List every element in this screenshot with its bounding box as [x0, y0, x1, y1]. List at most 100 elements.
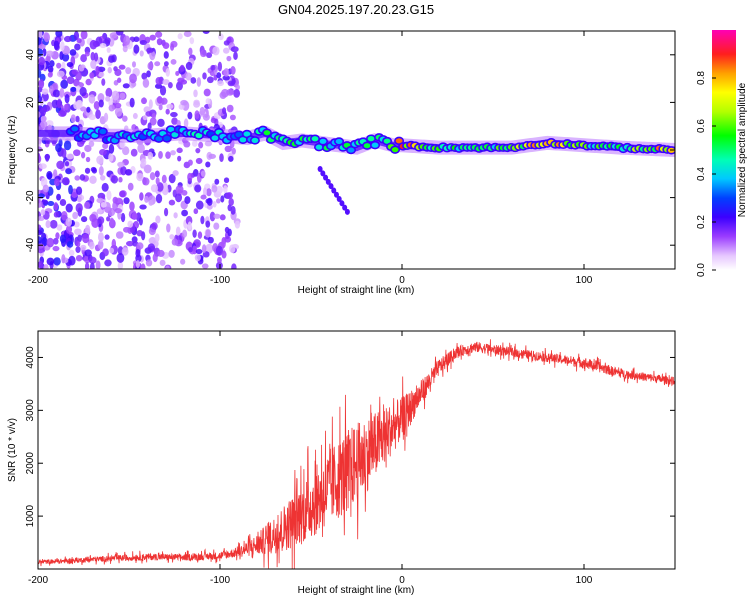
heatmap-cell	[66, 240, 74, 248]
heatmap-cell	[165, 68, 170, 77]
heatmap-cell	[147, 243, 156, 252]
heatmap-cell	[52, 237, 59, 245]
heatmap-cell	[85, 224, 91, 235]
heatmap-cell	[135, 254, 142, 263]
heatmap-cell	[63, 35, 72, 43]
heatmap-cell	[225, 192, 233, 200]
heatmap-cell	[41, 88, 49, 95]
heatmap-cell	[209, 211, 216, 222]
heatmap-cell	[175, 226, 181, 236]
heatmap-cell	[47, 200, 55, 207]
heatmap-cell	[45, 153, 50, 162]
heatmap-cell	[155, 76, 163, 85]
heatmap-cell	[180, 79, 188, 85]
heatmap-cell	[344, 208, 350, 215]
snr-y-ticks: 1000 2000 3000 4000	[25, 346, 675, 527]
heatmap-cell	[41, 199, 49, 205]
heatmap-cell	[98, 165, 104, 176]
heatmap-cell	[166, 223, 171, 233]
heatmap-cell	[165, 108, 170, 115]
heatmap-cell	[187, 159, 193, 166]
heatmap-cell	[179, 64, 185, 72]
heatmap-cell	[168, 199, 176, 206]
heatmap-cell	[371, 142, 379, 148]
colorbar-tick-label: 0.4	[696, 167, 707, 181]
heatmap-cell	[233, 88, 241, 98]
heatmap-cell	[110, 175, 119, 184]
heatmap-cell	[223, 40, 230, 46]
heatmap-cell	[47, 65, 54, 73]
heatmap-cell	[56, 160, 65, 170]
heatmap-cell	[95, 260, 101, 269]
heatmap-cell	[118, 176, 123, 183]
heatmap-cell	[104, 37, 111, 44]
heatmap-cell	[118, 190, 126, 198]
colorbar: 0.0 0.2 0.4 0.6 0.8 Normalized spectral ampl…	[696, 30, 748, 277]
heatmap-cell	[49, 219, 58, 229]
heatmap-cell	[173, 212, 178, 219]
heatmap-cell	[151, 112, 157, 120]
heatmap-cell	[133, 36, 140, 43]
heatmap-cell	[40, 209, 46, 216]
heatmap-cell	[123, 35, 131, 46]
heatmap-cell	[102, 142, 109, 150]
heatmap-cell	[79, 174, 86, 181]
heatmap-cell	[105, 95, 111, 102]
heatmap-cell	[84, 262, 90, 269]
heatmap-cell	[53, 169, 58, 178]
snr-frame	[37, 330, 676, 570]
heatmap-cell	[52, 245, 60, 252]
heatmap-cell	[180, 258, 186, 265]
heatmap-cell	[97, 216, 105, 225]
heatmap-cell	[97, 92, 105, 103]
heatmap-cell	[114, 208, 123, 214]
heatmap-cell	[122, 115, 128, 122]
heatmap-cell	[251, 137, 259, 143]
heatmap-cell	[148, 200, 154, 206]
snr-y-tick-label: 1000	[25, 505, 36, 528]
heatmap-cell	[145, 111, 153, 117]
heatmap-cell	[159, 259, 166, 266]
heatmap-cell	[234, 220, 241, 229]
heatmap-cell	[80, 216, 88, 223]
heatmap-cell	[200, 170, 206, 177]
heatmap-cell	[183, 31, 192, 38]
heatmap-cell	[175, 185, 184, 194]
heatmap-cell	[52, 89, 61, 98]
heatmap-cell	[89, 262, 95, 269]
heatmap-cell	[127, 220, 134, 228]
heatmap-cell	[61, 210, 68, 221]
heatmap-cell	[175, 81, 183, 91]
heatmap-cell	[138, 217, 143, 226]
heatmap-cell	[75, 186, 83, 195]
heatmap-cell	[169, 234, 175, 240]
colorbar-tick-label: 0.0	[696, 263, 707, 277]
heatmap-cell	[328, 183, 334, 190]
heatmap-cell	[205, 220, 211, 228]
heatmap-cell	[168, 173, 176, 184]
heatmap-cell	[45, 120, 54, 127]
heatmap-cell	[202, 113, 210, 121]
heatmap-cell	[88, 256, 97, 264]
heatmap-cell	[215, 245, 223, 256]
heatmap-cell	[99, 128, 107, 135]
heatmap-cell	[120, 166, 127, 176]
heatmap-cell	[188, 246, 193, 253]
heatmap-cell	[203, 88, 211, 97]
heatmap-cell	[38, 215, 45, 222]
heatmap-cell	[79, 86, 87, 97]
heatmap-cell	[228, 155, 234, 162]
heatmap-cell	[93, 100, 100, 110]
heatmap-cell	[391, 147, 399, 153]
heatmap-cell	[74, 43, 81, 51]
heatmap-cell	[84, 144, 92, 153]
heatmap-cell	[114, 106, 123, 117]
heatmap-cell	[61, 254, 66, 264]
heatmap-cell	[176, 147, 183, 154]
heatmap-cell	[167, 126, 175, 133]
heatmap-cell	[162, 42, 170, 50]
heatmap-cell	[195, 249, 203, 255]
heatmap-cell	[109, 247, 115, 254]
heatmap-cell	[206, 203, 213, 210]
heatmap-cell	[147, 62, 154, 70]
